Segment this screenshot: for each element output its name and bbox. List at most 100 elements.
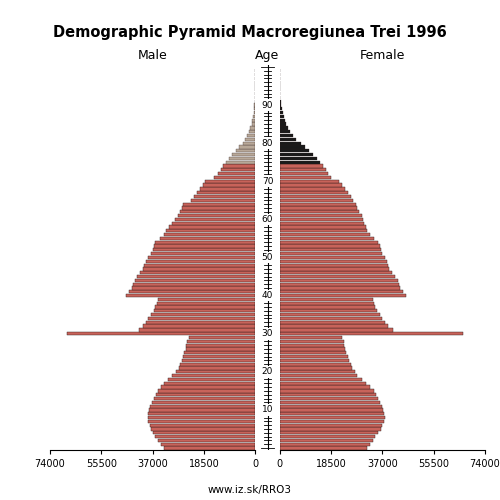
Bar <box>144 264 255 266</box>
Bar <box>229 157 255 160</box>
Title: Female: Female <box>360 50 405 62</box>
Bar <box>186 344 255 347</box>
Bar <box>280 431 378 434</box>
Bar <box>280 382 366 385</box>
Bar <box>280 115 283 118</box>
Bar <box>182 206 255 210</box>
Bar <box>280 359 349 362</box>
Bar <box>280 134 293 137</box>
Bar <box>280 404 382 408</box>
Text: 70: 70 <box>262 177 273 186</box>
Bar <box>280 275 395 278</box>
Bar <box>280 400 380 404</box>
Bar <box>280 153 313 156</box>
Bar <box>133 282 255 286</box>
Bar <box>132 286 255 290</box>
Bar <box>280 233 370 236</box>
Bar <box>280 240 378 244</box>
Bar <box>143 324 255 328</box>
Bar <box>280 324 388 328</box>
Bar <box>154 244 255 248</box>
Bar <box>280 442 370 446</box>
Bar <box>280 164 323 168</box>
Bar <box>150 408 255 412</box>
Bar <box>280 362 350 366</box>
Bar <box>164 233 255 236</box>
Bar <box>180 362 255 366</box>
Bar <box>280 176 331 179</box>
Bar <box>166 229 255 232</box>
Bar <box>280 397 378 400</box>
Text: 60: 60 <box>262 215 273 224</box>
Bar <box>200 188 255 190</box>
Bar <box>232 153 255 156</box>
Bar <box>280 126 288 130</box>
Bar <box>280 416 384 419</box>
Bar <box>218 172 255 176</box>
Bar <box>280 282 399 286</box>
Bar <box>280 340 344 343</box>
Bar <box>280 420 384 423</box>
Bar <box>280 271 392 274</box>
Text: 40: 40 <box>262 291 273 300</box>
Bar <box>280 118 285 122</box>
Bar <box>151 313 255 316</box>
Bar <box>280 130 290 134</box>
Bar <box>250 126 255 130</box>
Text: 90: 90 <box>262 100 273 110</box>
Bar <box>246 138 255 141</box>
Bar <box>280 168 326 172</box>
Bar <box>280 222 364 225</box>
Bar <box>134 279 255 282</box>
Bar <box>160 237 255 240</box>
Bar <box>280 446 367 450</box>
Bar <box>280 306 376 308</box>
Bar <box>280 138 296 141</box>
Bar <box>280 290 403 294</box>
Bar <box>280 111 282 114</box>
Bar <box>280 202 356 206</box>
Bar <box>280 317 382 320</box>
Bar <box>220 168 255 172</box>
Bar <box>280 424 382 427</box>
Bar <box>280 104 281 106</box>
Bar <box>239 146 255 148</box>
Bar <box>280 378 361 381</box>
Bar <box>151 252 255 256</box>
Bar <box>254 111 255 114</box>
Bar <box>280 260 386 263</box>
Bar <box>152 248 255 252</box>
Bar <box>280 328 394 332</box>
Bar <box>280 218 363 221</box>
Bar <box>156 435 255 438</box>
Bar <box>158 390 255 392</box>
Bar <box>280 172 328 176</box>
Bar <box>280 226 366 228</box>
Bar <box>146 260 255 263</box>
Bar <box>150 424 255 427</box>
Bar <box>180 210 255 214</box>
Bar <box>148 256 255 259</box>
Bar <box>280 252 382 256</box>
Bar <box>280 313 380 316</box>
Bar <box>280 351 346 354</box>
Bar <box>148 420 255 423</box>
Text: Demographic Pyramid Macroregiunea Trei 1996: Demographic Pyramid Macroregiunea Trei 1… <box>53 25 447 40</box>
Bar <box>280 107 282 110</box>
Bar <box>172 222 255 225</box>
Bar <box>143 268 255 270</box>
Title: Age: Age <box>256 50 280 62</box>
Bar <box>280 374 357 378</box>
Bar <box>280 248 381 252</box>
Bar <box>176 370 255 374</box>
Bar <box>280 206 357 210</box>
Bar <box>186 348 255 350</box>
Bar <box>236 149 255 152</box>
Bar <box>158 298 255 301</box>
Bar <box>280 256 385 259</box>
Bar <box>254 104 255 106</box>
Bar <box>280 188 345 190</box>
Bar <box>184 351 255 354</box>
Bar <box>183 202 255 206</box>
Bar <box>188 340 255 343</box>
